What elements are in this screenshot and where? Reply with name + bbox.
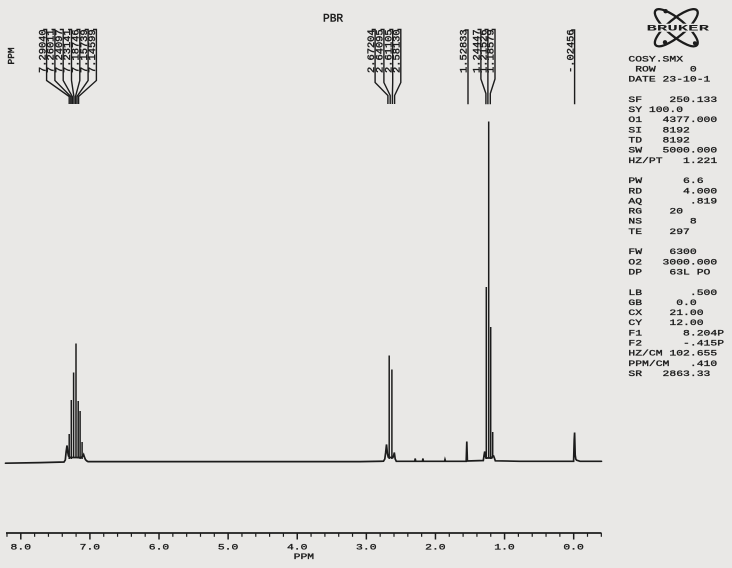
svg-text:CY 12.00: CY 12.00 xyxy=(628,319,703,328)
svg-text:2.0: 2.0 xyxy=(425,544,446,553)
svg-text:7.26011: 7.26011 xyxy=(46,29,58,73)
svg-text:1.0: 1.0 xyxy=(494,544,515,553)
svg-text:1.18579: 1.18579 xyxy=(486,29,498,73)
svg-text:PPM: PPM xyxy=(6,47,17,64)
svg-text:TD 8192: TD 8192 xyxy=(628,137,690,146)
svg-text:DP 63L PO: DP 63L PO xyxy=(628,269,710,278)
svg-text:SR 2863.33: SR 2863.33 xyxy=(628,370,710,379)
svg-text:-.02456: -.02456 xyxy=(565,29,577,73)
svg-text:TE 297: TE 297 xyxy=(628,228,690,237)
svg-text:7.24097: 7.24097 xyxy=(54,29,66,73)
svg-text:RG 20: RG 20 xyxy=(628,208,683,217)
svg-text:SW 5000.000: SW 5000.000 xyxy=(628,147,717,156)
svg-text:HZ/CM 102.655: HZ/CM 102.655 xyxy=(628,349,717,359)
svg-text:HZ/PT 1.221: HZ/PT 1.221 xyxy=(628,156,717,166)
svg-text:COSY.SMX: COSY.SMX xyxy=(628,55,683,64)
svg-text:SY 100.0: SY 100.0 xyxy=(628,106,683,115)
svg-text:PBR: PBR xyxy=(323,14,343,26)
svg-text:2.61105: 2.61105 xyxy=(383,29,395,73)
svg-text:RD 4.000: RD 4.000 xyxy=(628,187,717,196)
svg-text:7.14599: 7.14599 xyxy=(87,29,99,73)
svg-text:FW 6300: FW 6300 xyxy=(628,248,696,257)
svg-text:AQ .819: AQ .819 xyxy=(628,197,717,206)
svg-text:3.0: 3.0 xyxy=(356,544,377,553)
svg-text:7.29040: 7.29040 xyxy=(37,29,49,73)
svg-text:SF 250.133: SF 250.133 xyxy=(628,96,717,105)
svg-text:2.67204: 2.67204 xyxy=(366,29,378,73)
svg-text:SI 8192: SI 8192 xyxy=(628,126,690,135)
svg-text:O1 4377.000: O1 4377.000 xyxy=(628,116,717,125)
svg-text:6.0: 6.0 xyxy=(149,544,170,553)
svg-text:O2 3000.000: O2 3000.000 xyxy=(628,258,717,267)
svg-text:DATE 23-10-1: DATE 23-10-1 xyxy=(628,76,710,85)
svg-text:LB .500: LB .500 xyxy=(628,289,717,298)
svg-text:1.52833: 1.52833 xyxy=(459,29,471,73)
svg-text:ROW 0: ROW 0 xyxy=(628,66,696,75)
svg-text:PW 6.6: PW 6.6 xyxy=(628,177,703,186)
svg-text:2.58130: 2.58130 xyxy=(392,29,404,73)
svg-text:7.23141: 7.23141 xyxy=(62,29,74,73)
svg-text:2.64095: 2.64095 xyxy=(375,29,387,73)
svg-text:CX 21.00: CX 21.00 xyxy=(628,309,703,318)
svg-text:5.0: 5.0 xyxy=(218,544,239,553)
svg-text:F2 -.415P: F2 -.415P xyxy=(628,340,724,349)
svg-text:NS 8: NS 8 xyxy=(628,218,696,227)
svg-text:8.0: 8.0 xyxy=(11,544,32,553)
svg-text:GB 0.0: GB 0.0 xyxy=(628,299,696,308)
svg-text:0.0: 0.0 xyxy=(563,544,584,553)
svg-text:1.21526: 1.21526 xyxy=(479,29,491,73)
svg-text:7.18746: 7.18746 xyxy=(71,29,83,73)
svg-text:F1 8.204P: F1 8.204P xyxy=(628,329,724,338)
svg-text:1.24447: 1.24447 xyxy=(472,29,484,73)
svg-text:PPM: PPM xyxy=(294,553,315,562)
svg-text:4.0: 4.0 xyxy=(287,544,308,553)
svg-text:PPM/CM .410: PPM/CM .410 xyxy=(628,359,717,369)
svg-text:BRUKER: BRUKER xyxy=(647,24,711,34)
svg-text:7.0: 7.0 xyxy=(80,544,101,553)
svg-text:7.15739: 7.15739 xyxy=(79,29,91,73)
